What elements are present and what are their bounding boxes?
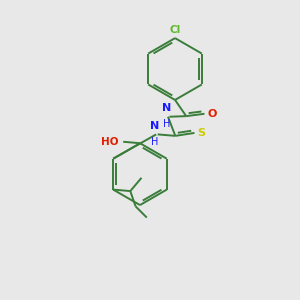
Text: O: O: [207, 109, 217, 119]
Text: HO: HO: [101, 137, 118, 147]
Text: H: H: [163, 119, 170, 129]
Text: N: N: [162, 103, 171, 113]
Text: N: N: [150, 121, 159, 131]
Text: H: H: [151, 137, 158, 147]
Text: Cl: Cl: [169, 25, 181, 34]
Text: S: S: [197, 128, 206, 138]
